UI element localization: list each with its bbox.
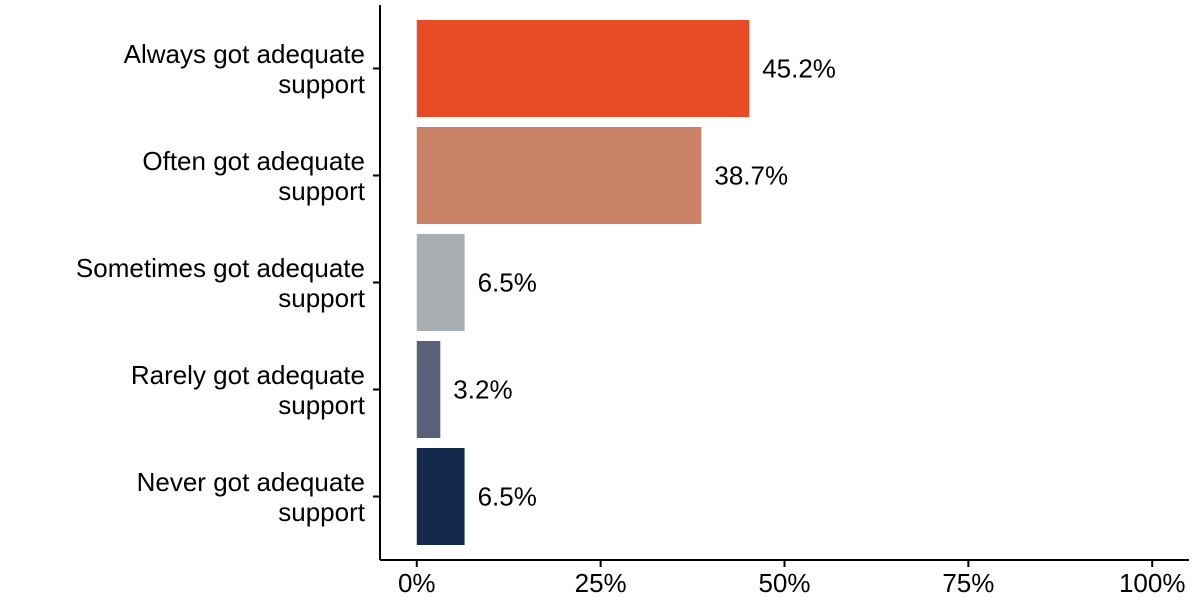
category-label: Sometimes got adequate support xyxy=(75,252,365,313)
x-tick-label: 75% xyxy=(942,568,994,598)
value-label: 45.2% xyxy=(762,53,836,83)
bar xyxy=(416,20,750,117)
bar xyxy=(416,234,465,331)
category-label: Rarely got adequate support xyxy=(130,359,365,420)
bar xyxy=(416,341,441,438)
x-tick-label: 25% xyxy=(575,568,627,598)
x-tick-label: 50% xyxy=(758,568,810,598)
bar xyxy=(416,448,465,545)
category-label: Always got adequate support xyxy=(123,38,365,99)
category-label: Never got adequate support xyxy=(136,466,365,527)
value-label: 6.5% xyxy=(478,267,537,297)
value-label: 6.5% xyxy=(478,481,537,511)
value-label: 38.7% xyxy=(714,160,788,190)
value-label: 3.2% xyxy=(453,374,512,404)
category-label: Often got adequate support xyxy=(142,145,365,206)
x-tick-label: 100% xyxy=(1119,568,1186,598)
bar xyxy=(416,127,702,224)
x-tick-label: 0% xyxy=(398,568,436,598)
